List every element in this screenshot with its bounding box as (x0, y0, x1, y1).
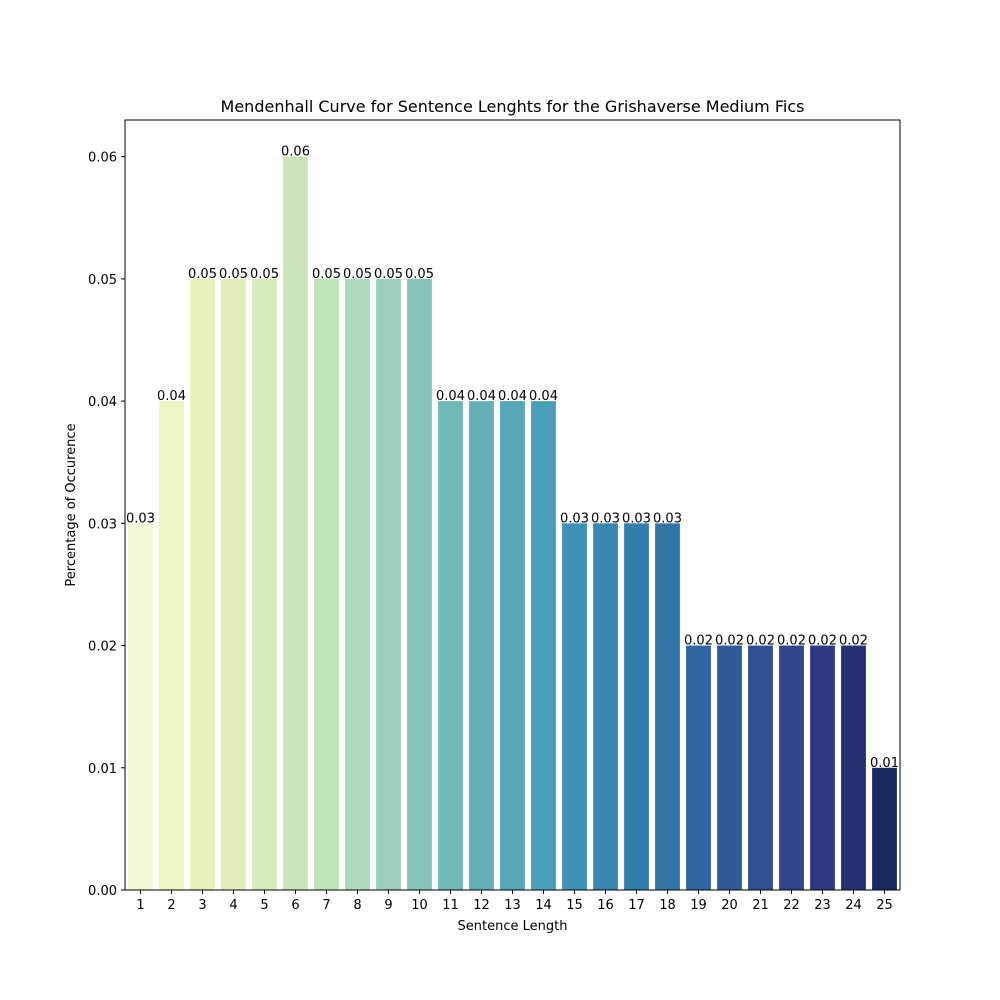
y-axis-label: Percentage of Occurence (64, 423, 79, 586)
x-axis-label: Sentence Length (458, 919, 568, 934)
data-label: 0.02 (808, 634, 837, 649)
x-tick-label: 4 (229, 898, 237, 913)
bar (469, 401, 494, 890)
data-label: 0.04 (157, 389, 186, 404)
data-label: 0.05 (188, 267, 217, 282)
bar (438, 401, 463, 890)
data-label: 0.03 (653, 511, 682, 526)
x-tick-label: 14 (535, 898, 552, 913)
bar (686, 645, 711, 890)
bar (221, 278, 246, 890)
data-label: 0.02 (839, 634, 868, 649)
data-label: 0.04 (529, 389, 558, 404)
bar (376, 278, 401, 890)
x-tick-label: 19 (690, 898, 707, 913)
data-label: 0.05 (250, 267, 279, 282)
bar (810, 645, 835, 890)
bar (655, 523, 680, 890)
x-tick-label: 22 (783, 898, 800, 913)
data-label: 0.02 (777, 634, 806, 649)
data-label: 0.04 (436, 389, 465, 404)
data-label: 0.02 (746, 634, 775, 649)
data-label: 0.05 (343, 267, 372, 282)
x-tick-label: 1 (136, 898, 144, 913)
data-label: 0.03 (591, 511, 620, 526)
data-label: 0.03 (560, 511, 589, 526)
data-label: 0.05 (219, 267, 248, 282)
bar (748, 645, 773, 890)
y-tick-label: 0.01 (88, 762, 117, 777)
x-tick-label: 25 (876, 898, 893, 913)
x-tick-label: 10 (411, 898, 428, 913)
chart-title: Mendenhall Curve for Sentence Lenghts fo… (221, 97, 805, 116)
y-tick-label: 0.05 (88, 273, 117, 288)
plot-frame (124, 119, 901, 891)
data-label: 0.03 (622, 511, 651, 526)
data-label: 0.05 (312, 267, 341, 282)
bar (717, 645, 742, 890)
bar (593, 523, 618, 890)
x-tick-label: 9 (384, 898, 392, 913)
data-label: 0.01 (870, 756, 899, 771)
x-tick-label: 3 (198, 898, 206, 913)
data-label: 0.05 (405, 267, 434, 282)
y-tick-label: 0.06 (88, 151, 117, 166)
bar (407, 278, 432, 890)
bar (779, 645, 804, 890)
bar (128, 523, 153, 890)
x-tick-label: 18 (659, 898, 676, 913)
bar (314, 278, 339, 890)
bar (531, 401, 556, 890)
data-label: 0.02 (715, 634, 744, 649)
x-tick-label: 24 (845, 898, 862, 913)
data-label: 0.06 (281, 145, 310, 160)
x-tick-label: 6 (291, 898, 299, 913)
data-label: 0.03 (126, 511, 155, 526)
x-tick-label: 21 (752, 898, 769, 913)
data-label: 0.05 (374, 267, 403, 282)
data-label: 0.02 (684, 634, 713, 649)
x-tick-label: 11 (442, 898, 459, 913)
x-tick-label: 5 (260, 898, 268, 913)
bar (624, 523, 649, 890)
x-tick-label: 2 (167, 898, 175, 913)
bar (345, 278, 370, 890)
bar (252, 278, 277, 890)
x-tick-label: 20 (721, 898, 738, 913)
x-tick-label: 7 (322, 898, 330, 913)
bar (500, 401, 525, 890)
bar (159, 401, 184, 890)
bar (283, 156, 308, 890)
y-tick-label: 0.04 (88, 395, 117, 410)
data-label: 0.04 (498, 389, 527, 404)
x-tick-label: 15 (566, 898, 583, 913)
bar (190, 278, 215, 890)
data-label: 0.04 (467, 389, 496, 404)
x-tick-label: 13 (504, 898, 521, 913)
bar (872, 767, 897, 890)
x-tick-label: 16 (597, 898, 614, 913)
bar (562, 523, 587, 890)
x-tick-label: 17 (628, 898, 645, 913)
y-tick-label: 0.03 (88, 517, 117, 532)
y-tick-label: 0.00 (88, 884, 117, 899)
x-tick-label: 12 (473, 898, 490, 913)
y-tick-label: 0.02 (88, 640, 117, 655)
x-tick-label: 23 (814, 898, 831, 913)
x-tick-label: 8 (353, 898, 361, 913)
bar (841, 645, 866, 890)
